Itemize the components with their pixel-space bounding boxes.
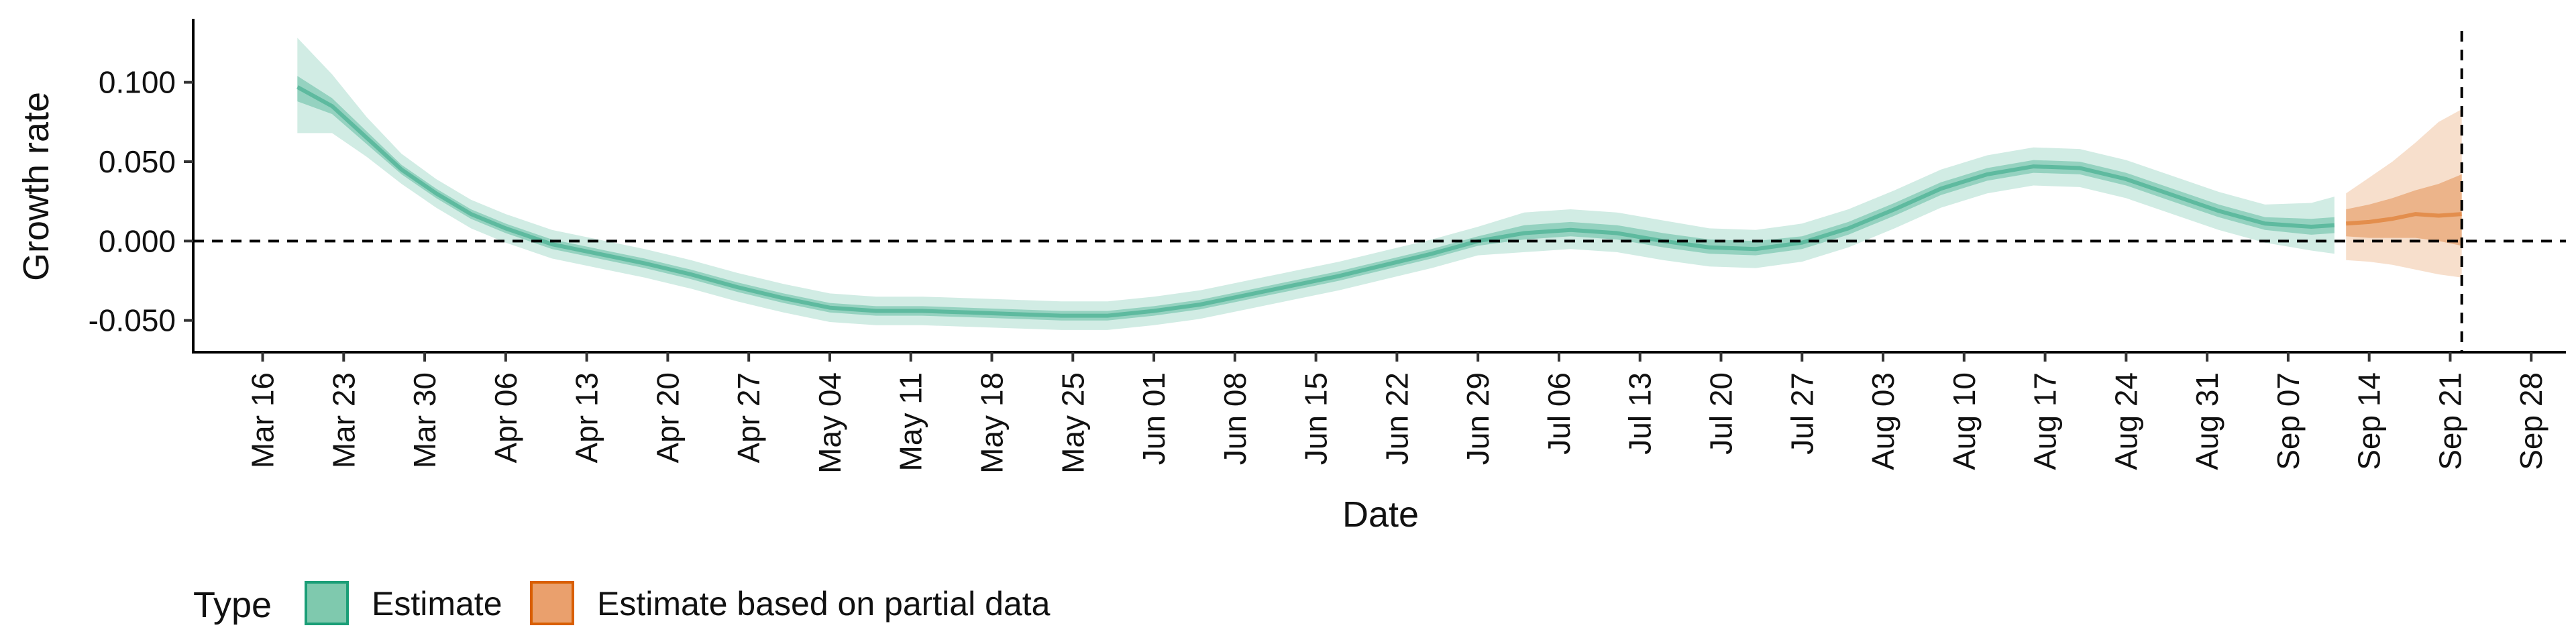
- band-outer-estimate: [297, 38, 2334, 330]
- x-tick-label: Sep 28: [2514, 372, 2548, 470]
- x-tick-label: May 18: [975, 372, 1010, 474]
- x-tick-label: Apr 13: [570, 372, 604, 464]
- y-axis-title: Growth rate: [16, 92, 56, 281]
- legend-key-partial-data: [530, 581, 574, 625]
- x-tick-label: Mar 16: [246, 372, 280, 468]
- x-tick-label: Apr 20: [650, 372, 685, 464]
- x-tick-label: Mar 30: [407, 372, 442, 468]
- legend: Type Estimate Estimate based on partial …: [193, 581, 1051, 625]
- x-tick-label: Sep 21: [2433, 372, 2468, 470]
- x-tick-label: Jul 13: [1623, 372, 1658, 455]
- x-tick-label: May 25: [1055, 372, 1090, 474]
- x-tick-label: Aug 31: [2190, 372, 2224, 470]
- band-outer-estimate-based-on-partial-data: [2346, 109, 2462, 278]
- legend-label-estimate: Estimate: [372, 585, 502, 623]
- x-tick-label: Jun 15: [1299, 372, 1334, 465]
- x-tick-label: Jun 29: [1460, 372, 1495, 465]
- x-tick-label: Jun 01: [1136, 372, 1171, 465]
- y-tick-label: -0.050: [89, 303, 176, 338]
- x-axis-title: Date: [1342, 494, 1419, 535]
- axes: [192, 19, 2566, 354]
- series-bands: [296, 38, 2462, 330]
- median-line-estimate: [296, 85, 2335, 318]
- x-tick-label: Aug 17: [2028, 372, 2063, 470]
- x-tick-label: Jul 27: [1784, 372, 1819, 455]
- x-tick-label: Jul 06: [1542, 372, 1576, 455]
- x-tick-label: May 04: [812, 372, 847, 474]
- x-tick-label: Aug 24: [2108, 372, 2143, 470]
- legend-title: Type: [193, 585, 272, 625]
- y-tick-label: 0.000: [99, 223, 176, 258]
- x-tick-label: Jun 08: [1218, 372, 1252, 465]
- x-tick-label: May 11: [894, 372, 928, 471]
- x-tick-label: Apr 27: [731, 372, 766, 464]
- x-tick-label: Jun 22: [1379, 372, 1414, 465]
- x-tick-label: Sep 14: [2352, 372, 2387, 470]
- band-inner-estimate: [297, 76, 2334, 321]
- median-line-estimate-based-on-partial-data: [2345, 212, 2462, 226]
- x-tick-label: Mar 23: [326, 372, 361, 468]
- legend-key-estimate: [305, 581, 349, 625]
- reference-lines: [193, 31, 2566, 352]
- y-tick-label: 0.050: [99, 144, 176, 179]
- y-tick-label: 0.100: [99, 65, 176, 100]
- x-tick-label: Jul 20: [1704, 372, 1739, 455]
- band-inner-estimate-based-on-partial-data: [2346, 174, 2462, 246]
- x-tick-label: Aug 03: [1866, 372, 1900, 470]
- x-tick-label: Sep 07: [2271, 372, 2306, 470]
- y-ticks: 0.100 0.050 0.000 -0.050: [89, 65, 193, 338]
- x-tick-label: Apr 06: [488, 372, 523, 464]
- x-ticks: Mar 16 Mar 23 Mar 30 Apr 06 Apr 13 Apr 20 Apr …: [246, 352, 2548, 474]
- x-tick-label: Aug 10: [1947, 372, 1982, 470]
- legend-label-partial-data: Estimate based on partial data: [597, 585, 1051, 623]
